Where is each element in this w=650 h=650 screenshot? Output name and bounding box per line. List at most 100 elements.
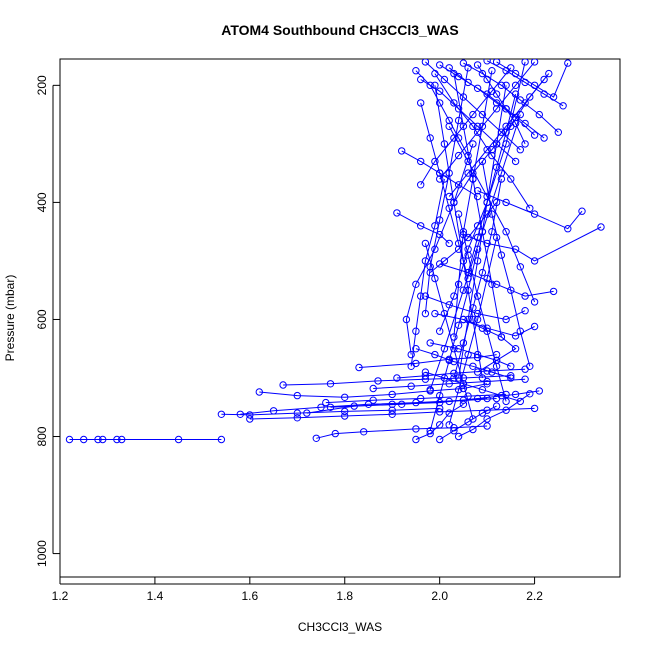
- data-point: [526, 204, 534, 213]
- data-point: [426, 134, 434, 142]
- series-line: [481, 161, 531, 367]
- data-point: [312, 434, 320, 442]
- data-point: [398, 147, 406, 155]
- data-point: [360, 428, 368, 436]
- data-point: [407, 382, 415, 390]
- data-point: [473, 368, 482, 376]
- series-line: [410, 178, 445, 367]
- data-point: [521, 59, 529, 66]
- data-point: [369, 396, 377, 404]
- data-point: [459, 122, 468, 131]
- data-point: [478, 324, 487, 332]
- data-point: [488, 67, 496, 75]
- data-point: [412, 435, 420, 444]
- data-point: [454, 210, 463, 218]
- data-point: [464, 268, 472, 277]
- data-point: [554, 128, 562, 136]
- data-point: [459, 374, 468, 382]
- series-line: [453, 70, 493, 338]
- data-point: [469, 362, 477, 370]
- data-point: [469, 304, 477, 312]
- data-point: [459, 257, 468, 265]
- data-point: [369, 384, 377, 393]
- data-point: [521, 140, 529, 148]
- series-line: [396, 212, 450, 244]
- data-point: [488, 368, 496, 376]
- x-tick-label: 1.4: [147, 589, 164, 603]
- data-point: [473, 122, 482, 131]
- data-point: [473, 394, 482, 403]
- data-point: [469, 122, 477, 131]
- plot-series: [65, 59, 605, 444]
- series-line: [325, 393, 507, 404]
- data-point: [436, 391, 444, 400]
- data-point: [497, 175, 506, 183]
- data-point: [483, 146, 491, 154]
- data-point: [502, 198, 510, 207]
- data-point: [473, 187, 482, 195]
- data-point: [530, 210, 539, 218]
- data-point: [549, 287, 558, 296]
- data-point: [530, 322, 539, 331]
- data-point: [464, 350, 472, 359]
- data-point: [118, 435, 126, 444]
- y-axis: 200 400 600 800 1000: [35, 75, 60, 567]
- data-point: [559, 102, 567, 110]
- series-line: [453, 73, 550, 203]
- data-point: [464, 274, 472, 283]
- data-point: [450, 99, 458, 107]
- data-point: [459, 339, 468, 347]
- data-point: [450, 357, 458, 366]
- data-point: [454, 280, 463, 288]
- data-point: [364, 400, 373, 408]
- data-point: [511, 332, 520, 340]
- series-line: [430, 342, 511, 367]
- data-point: [492, 163, 501, 172]
- data-point: [440, 374, 449, 382]
- data-point: [530, 81, 539, 90]
- series-line: [429, 249, 479, 431]
- data-point: [492, 362, 501, 370]
- data-point: [407, 362, 415, 370]
- data-point: [445, 380, 453, 388]
- data-point: [483, 380, 491, 388]
- data-point: [412, 398, 420, 407]
- data-point: [436, 61, 444, 69]
- x-tick-label: 1.8: [336, 589, 353, 603]
- data-point: [502, 390, 510, 399]
- series-line: [439, 61, 526, 332]
- series-line: [396, 368, 526, 379]
- data-point: [217, 435, 226, 444]
- data-point: [473, 128, 482, 136]
- data-point: [436, 408, 444, 416]
- series-line: [448, 67, 545, 139]
- data-point: [483, 377, 491, 386]
- data-point: [412, 67, 420, 75]
- series-line: [249, 407, 535, 420]
- data-point: [507, 64, 515, 72]
- data-point: [407, 350, 415, 359]
- series-line: [429, 114, 521, 390]
- data-point: [440, 75, 449, 84]
- data-point: [326, 380, 335, 388]
- series-line: [221, 407, 440, 416]
- data-point: [497, 169, 506, 177]
- data-point: [454, 105, 463, 113]
- data-point: [478, 69, 487, 78]
- data-point: [473, 315, 482, 324]
- series-line: [448, 237, 498, 425]
- data-point: [511, 157, 520, 166]
- data-point: [436, 260, 444, 268]
- data-point: [473, 84, 482, 93]
- data-point: [469, 415, 477, 423]
- y-tick-label: 600: [35, 309, 49, 329]
- data-point: [502, 128, 510, 136]
- data-point: [473, 192, 482, 201]
- x-axis-label: CH3CCl3_WAS: [298, 620, 382, 634]
- data-point: [217, 410, 226, 418]
- data-point: [516, 327, 524, 335]
- x-tick-label: 2.2: [526, 589, 543, 603]
- data-point: [478, 268, 487, 277]
- data-point: [65, 435, 74, 444]
- data-point: [450, 198, 458, 207]
